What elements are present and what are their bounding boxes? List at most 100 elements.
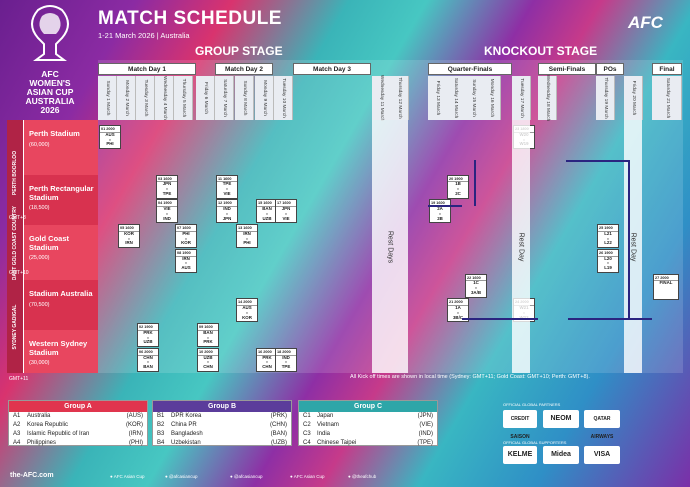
team-2: KOR [181,240,191,246]
team-1: FINAL [659,280,673,286]
team-abbr: (CHN) [270,422,287,428]
team-code: A4 [13,440,21,446]
rest-days-label: Rest Days [386,230,394,263]
date-label: Monday 2 March [123,80,129,116]
team-abbr: (PRK) [270,413,287,419]
team-1: BAN [262,206,272,212]
bracket-line [428,205,462,207]
date-column-header: Saturday 7 March [215,76,234,120]
match-card: 25 1900 L21 v L22 [597,224,619,248]
match-number-time: 02 1900 [138,325,158,331]
team-2: JPN [222,215,232,221]
versus-text: v [285,211,287,216]
team-abbr: (KOR) [126,422,143,428]
bracket-line [566,160,628,162]
tournament-logo: AFC WOMEN'S ASIAN CUP AUSTRALIA 2026 [8,4,92,122]
gmt-label: GMT+8 [9,215,26,221]
date-label: Thursday 5 March [180,78,186,118]
page-title: MATCH SCHEDULE [98,8,282,29]
round-header: Final [652,63,682,75]
versus-text: v [147,360,149,365]
social-link[interactable]: ● AFC Asian Cup [290,474,325,479]
match-number-time: 17 1600 [276,201,296,208]
match-card: 20 1900 1B v 2C [447,174,469,199]
team-2: PHI [106,141,114,147]
team-2: L19 [604,265,612,271]
round-header: Quarter-Finals [428,63,512,75]
versus-text: v [207,335,209,340]
social-link[interactable]: ● @afcasiancup [230,474,263,479]
versus-text: v [607,236,609,241]
partner-logo: VISA [584,446,620,464]
team-name: Korea Republic [27,422,69,428]
date-column-header: Saturday 14 March [446,76,465,120]
bracket-line [628,160,630,320]
versus-text: v [226,187,228,192]
date-label: Wednesday 11 March [378,74,384,122]
round-header: Match Day 2 [215,63,273,75]
date-label: Monday 9 March [261,80,267,116]
social-link[interactable]: ● AFC Asian Cup [110,474,145,479]
team-2: CHN [262,364,272,370]
team-2: IND [163,215,171,221]
team-2: PHI [243,240,251,246]
match-number-time: 21 2000 [448,300,468,307]
versus-text: v [246,236,248,241]
social-link[interactable]: ● @theafchub [348,474,377,479]
team-code: B2 [157,422,165,428]
match-number-time: 22 1600 [466,276,486,282]
team-1: KOR [124,230,134,236]
match-number-time: 15 1600 [257,201,277,208]
match-card: 10 2000 UZB v CHN [197,347,219,372]
date-column-header: Monday 9 March [255,76,274,120]
team-2: UZB [262,215,272,221]
match-card: 12 1900 IND v JPN [216,199,238,224]
venue-capacity: (18,500) [29,205,50,211]
logo-line: AUSTRALIA [25,96,75,106]
team-name: Philippines [27,440,57,446]
versus-text: v [457,310,459,315]
social-link[interactable]: ● @afcasiancup [165,474,198,479]
kickoff-time-note: All Kick off times are shown in local ti… [350,374,590,380]
round-header: Semi-Finals [538,63,596,75]
match-number-time: 16 2000 [257,350,277,356]
team-1: BAN [203,329,213,335]
partner-logo: NEOM [543,410,579,428]
date-column-header: Tuesday 17 March [512,76,531,120]
date-column-header: Thursday 12 March [390,76,409,120]
versus-text: v [457,187,459,192]
venue-capacity: (25,000) [29,255,50,261]
match-card: 14 2000 AUS v KOR [236,298,258,323]
team-abbr: (IRN) [128,431,143,437]
round-header: Match Day 1 [98,63,196,75]
rest-day-label-2: Rest Day [629,232,637,261]
footer-site[interactable]: the-AFC.com [10,472,54,479]
date-column-header: Wednesday 18 March [538,74,557,122]
match-card: 01 2000 AUS v PHI [99,125,121,149]
versus-text: v [226,211,228,216]
date-column-header: Tuesday 10 March [274,76,293,120]
team-abbr: (AUS) [126,413,143,419]
team-name: Uzbekistan [171,440,201,446]
team-abbr: (BAN) [270,431,287,437]
team-code: B3 [157,431,165,437]
team-2: KOR [242,314,252,320]
match-number-time: 04 1900 [157,201,177,208]
group-table: Group C C1 Japan (JPN) C2 Vietnam (VIE) C3 India… [298,400,438,446]
rest-day-label-1: Rest Day [517,232,525,261]
team-1: IND [282,354,290,360]
team-2: PRK [203,339,213,345]
match-number-time: 12 1900 [217,201,237,208]
date-column-header: Monday 16 March [482,76,501,120]
match-card: 18 2000 IND v TPE [275,347,297,372]
date-label: Saturday 21 March [664,77,670,119]
date-label: Wednesday 18 March [544,74,550,122]
group-table: Group A A1 Australia (AUS) A2 Korea Republic (… [8,400,148,446]
match-card: 13 1600 IRN v PHI [236,224,258,248]
versus-text: v [207,360,209,365]
team-1: UZB [203,354,213,360]
date-column-header: Sunday 1 March [98,76,117,120]
team-abbr: (VIE) [419,422,433,428]
match-number-time: 18 2000 [276,350,296,356]
